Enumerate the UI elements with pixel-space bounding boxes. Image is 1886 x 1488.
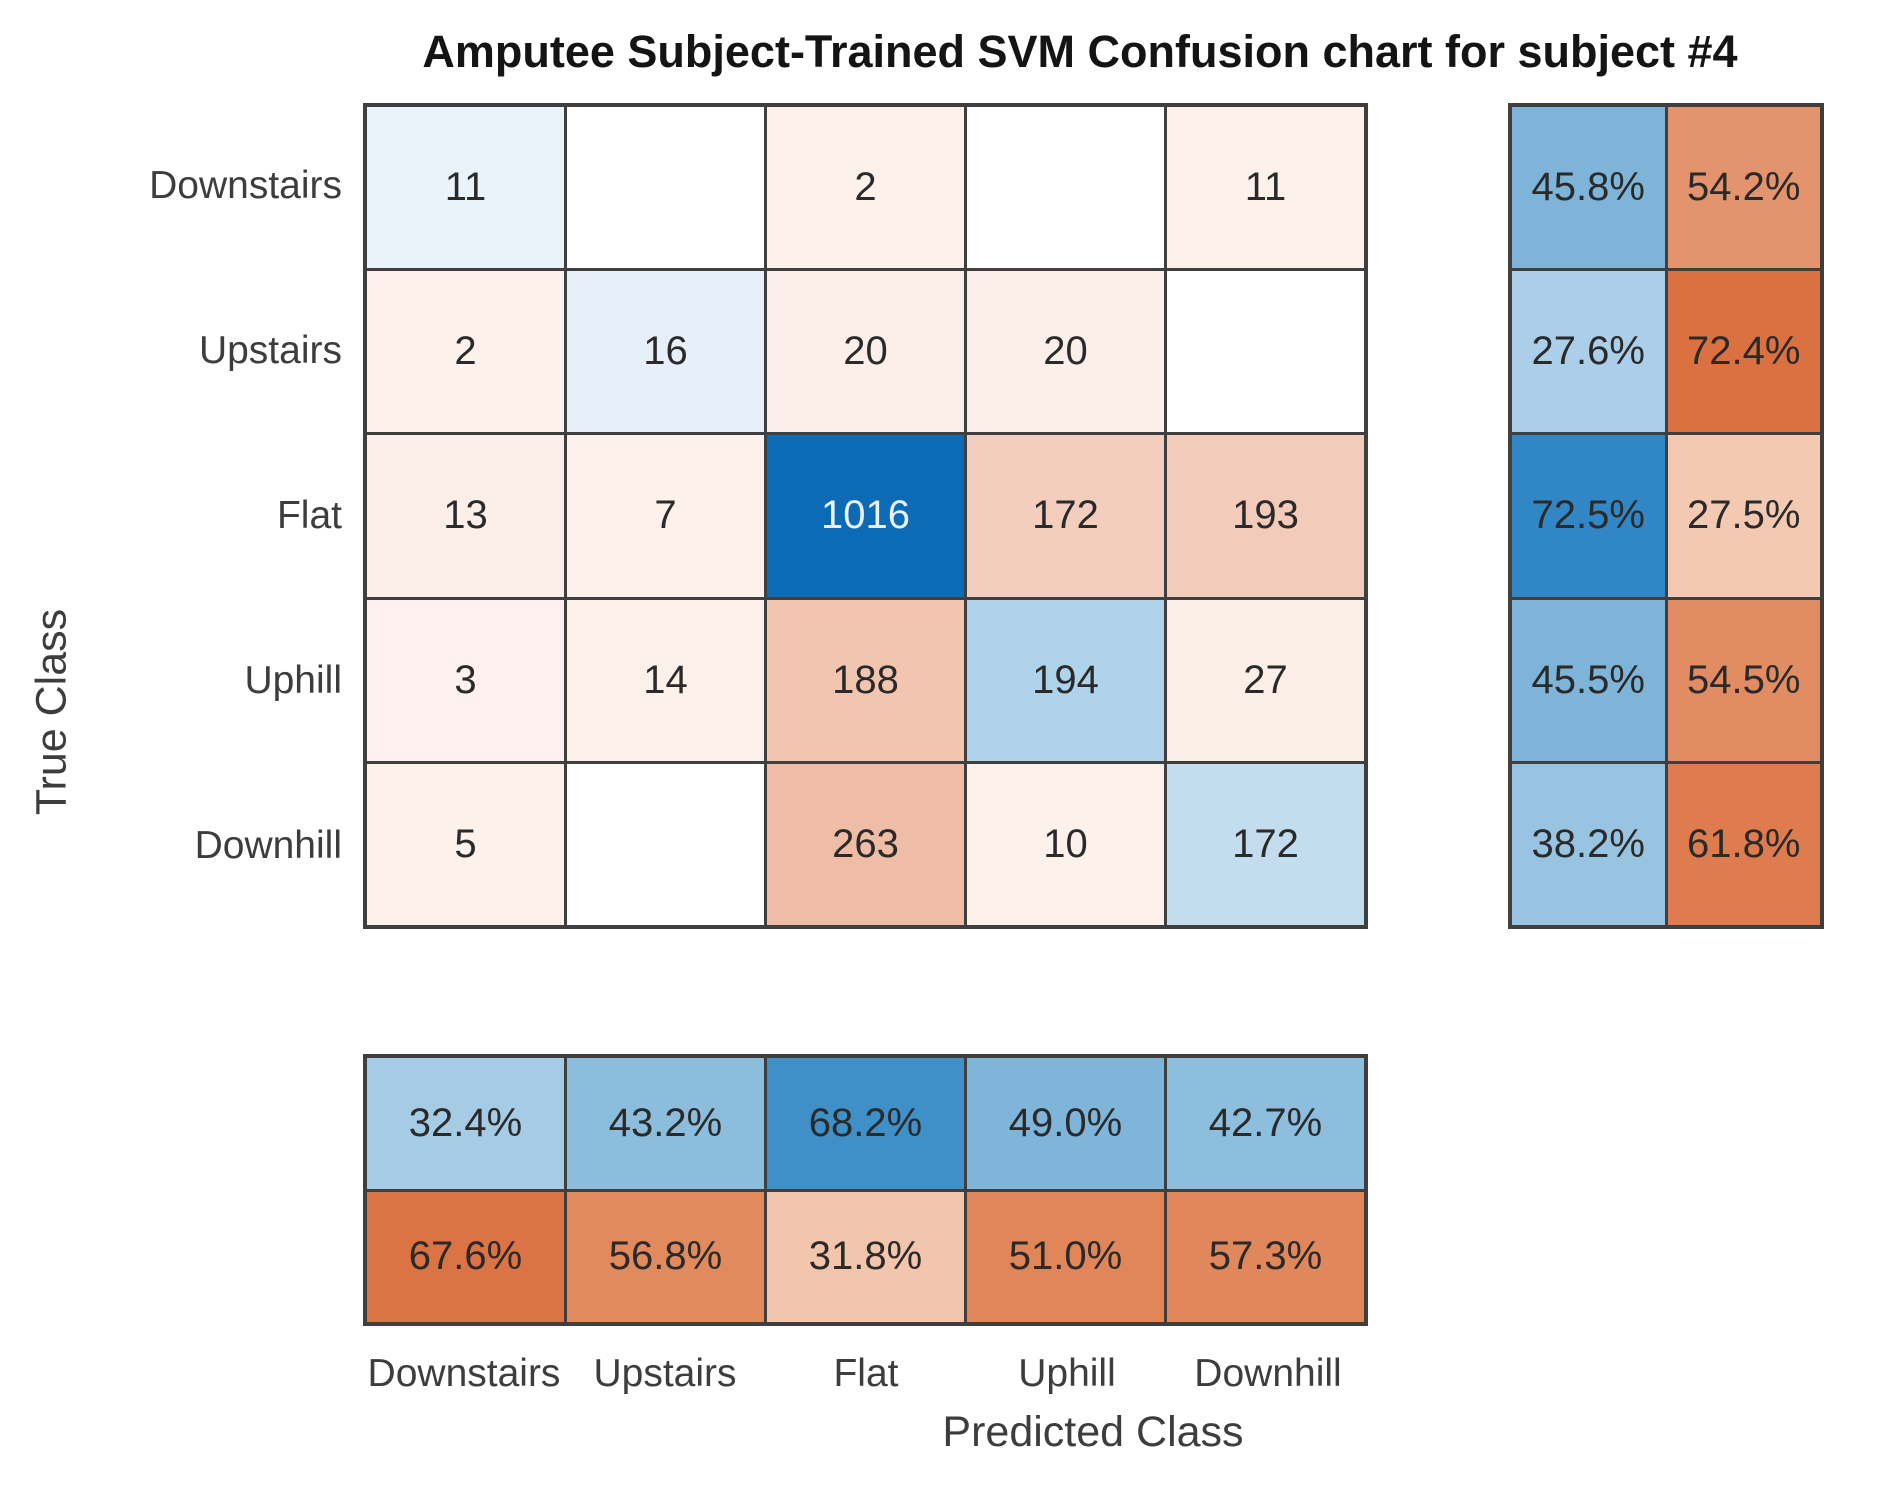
- matrix-cell: 193: [1167, 435, 1364, 597]
- row-summary-cell: 54.2%: [1667, 107, 1820, 269]
- matrix-cell: [1167, 271, 1364, 433]
- row-summary-cell: 54.5%: [1667, 599, 1820, 761]
- column-summary: 32.4% 43.2% 68.2% 49.0% 42.7% 67.6% 56.8…: [363, 1054, 1368, 1326]
- col-summary-cell: 32.4%: [367, 1058, 564, 1189]
- matrix-cell: 5: [367, 763, 564, 925]
- ytick-uphill: Uphill: [244, 659, 342, 702]
- matrix-cell: 11: [1167, 107, 1364, 269]
- matrix-cell: 2: [367, 271, 564, 433]
- matrix-cell: 7: [567, 435, 764, 597]
- matrix-cell: 20: [767, 271, 964, 433]
- matrix-cell: 194: [967, 599, 1164, 761]
- row-summary-cell: 45.5%: [1512, 599, 1665, 761]
- chart-title: Amputee Subject-Trained SVM Confusion ch…: [422, 26, 1738, 77]
- col-summary-cell: 68.2%: [767, 1058, 964, 1189]
- xtick-downhill: Downhill: [1194, 1352, 1342, 1395]
- confusion-matrix: 11 2 11 2 16 20 20 13 7 1016 172 193 3 1…: [363, 103, 1368, 929]
- matrix-cell: 188: [767, 599, 964, 761]
- row-summary-cell: 72.4%: [1667, 271, 1820, 433]
- matrix-cell: 172: [967, 435, 1164, 597]
- row-summary: 45.8% 54.2% 27.6% 72.4% 72.5% 27.5% 45.5…: [1508, 103, 1824, 929]
- xtick-downstairs: Downstairs: [367, 1352, 561, 1395]
- col-summary-cell: 67.6%: [367, 1191, 564, 1322]
- col-summary-cell: 43.2%: [567, 1058, 764, 1189]
- matrix-cell: 13: [367, 435, 564, 597]
- xtick-uphill: Uphill: [1018, 1352, 1116, 1395]
- col-summary-cell: 31.8%: [767, 1191, 964, 1322]
- y-axis-label: True Class: [27, 608, 76, 816]
- xtick-upstairs: Upstairs: [593, 1352, 737, 1395]
- col-summary-cell: 51.0%: [967, 1191, 1164, 1322]
- row-summary-cell: 72.5%: [1512, 435, 1665, 597]
- row-summary-cell: 61.8%: [1667, 763, 1820, 925]
- x-axis-label: Predicted Class: [942, 1408, 1244, 1456]
- matrix-cell-diagonal-max: 1016: [767, 435, 964, 597]
- xtick-flat: Flat: [833, 1352, 899, 1395]
- row-summary-cell: 38.2%: [1512, 763, 1665, 925]
- matrix-cell: 263: [767, 763, 964, 925]
- matrix-cell: [967, 107, 1164, 269]
- ytick-upstairs: Upstairs: [198, 329, 342, 372]
- matrix-cell: 2: [767, 107, 964, 269]
- row-summary-cell: 27.5%: [1667, 435, 1820, 597]
- col-summary-cell: 57.3%: [1167, 1191, 1364, 1322]
- matrix-cell: 172: [1167, 763, 1364, 925]
- col-summary-cell: 42.7%: [1167, 1058, 1364, 1189]
- matrix-cell: 16: [567, 271, 764, 433]
- matrix-cell: [567, 763, 764, 925]
- matrix-cell: 3: [367, 599, 564, 761]
- col-summary-cell: 56.8%: [567, 1191, 764, 1322]
- matrix-cell: 10: [967, 763, 1164, 925]
- matrix-cell: [567, 107, 764, 269]
- ytick-downstairs: Downstairs: [149, 164, 342, 207]
- matrix-cell: 20: [967, 271, 1164, 433]
- ytick-flat: Flat: [276, 494, 342, 537]
- matrix-cell: 27: [1167, 599, 1364, 761]
- matrix-cell: 11: [367, 107, 564, 269]
- matrix-cell: 14: [567, 599, 764, 761]
- col-summary-cell: 49.0%: [967, 1058, 1164, 1189]
- row-summary-cell: 27.6%: [1512, 271, 1665, 433]
- row-summary-cell: 45.8%: [1512, 107, 1665, 269]
- ytick-downhill: Downhill: [194, 824, 342, 867]
